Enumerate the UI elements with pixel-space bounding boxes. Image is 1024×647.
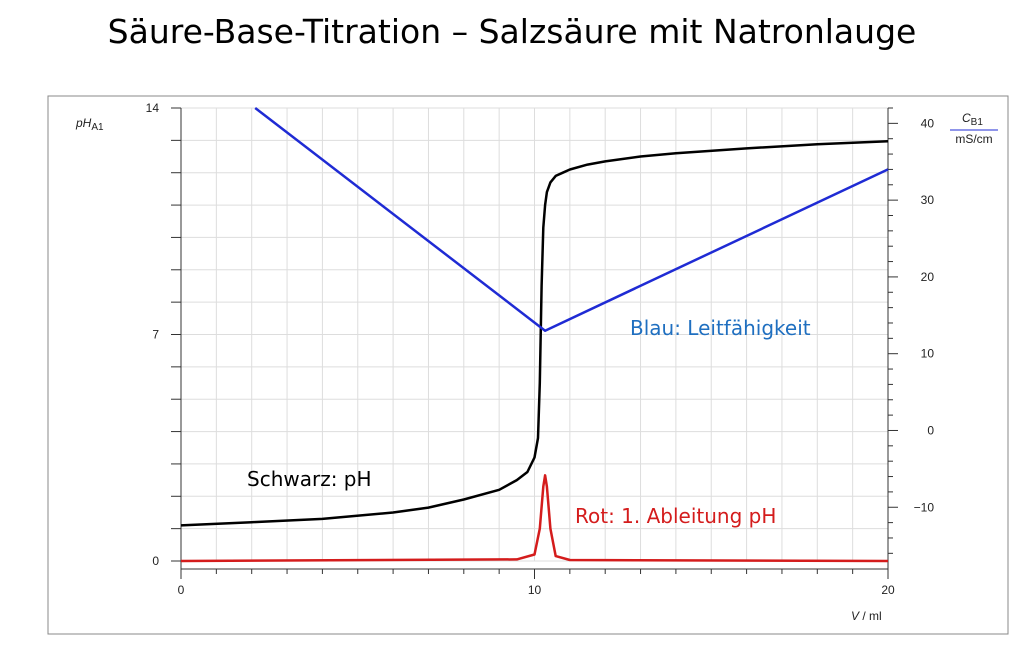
y-axis-right-label-sub: B1 [971, 117, 984, 128]
chart-frame [47, 95, 1009, 635]
x-tick-label: 20 [881, 583, 895, 597]
series-layer [180, 107, 889, 563]
x-axis-label-var: V [851, 609, 860, 623]
y-left-tick-label: 14 [146, 101, 160, 115]
x-axis-label-unit: / ml [859, 609, 882, 623]
y-right-tick-label: −10 [914, 500, 935, 514]
conductivity-curve [254, 107, 889, 332]
y-right-tick-label: 10 [921, 347, 935, 361]
annotation-black: Schwarz: pH [247, 467, 372, 491]
y-right-tick-label: 0 [927, 423, 934, 437]
x-axis-label: V / ml [851, 609, 882, 623]
y-left-tick-label: 0 [152, 554, 159, 568]
ph-curve [180, 140, 889, 527]
y-right-tick-label: 30 [921, 193, 935, 207]
y-right-tick-label: 20 [921, 270, 935, 284]
grid [180, 107, 889, 562]
annotation-red: Rot: 1. Ableitung pH [575, 504, 776, 528]
y-left-tick-label: 7 [152, 328, 159, 342]
y-right-tick-label: 40 [921, 116, 935, 130]
annotation-blue: Blau: Leitfähigkeit [630, 316, 811, 340]
y-axis-right-unit: mS/cm [955, 132, 992, 146]
x-tick-label: 0 [178, 583, 185, 597]
x-tick-label: 10 [528, 583, 542, 597]
y-axis-left-label-sub: A1 [91, 122, 104, 133]
chart-title: Säure-Base-Titration – Salzsäure mit Nat… [107, 12, 917, 51]
derivative-curve [180, 474, 889, 563]
